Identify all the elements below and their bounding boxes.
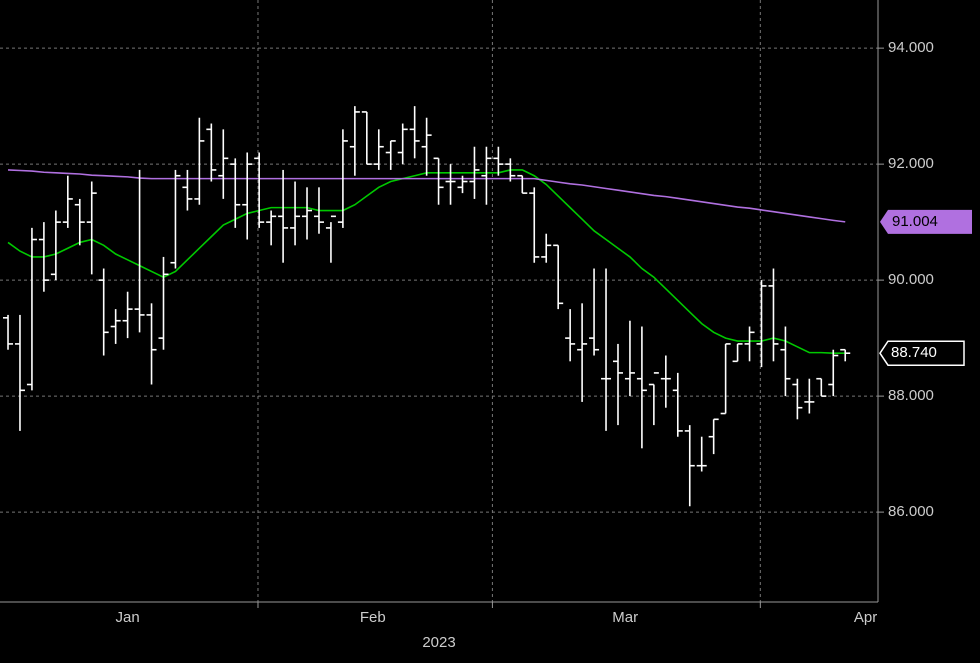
x-tick-label: Apr [854, 609, 877, 626]
last-value-label: 91.004 [892, 213, 938, 230]
last-price-label: 88.740 [891, 344, 937, 361]
x-axis-title: 2023 [422, 634, 455, 651]
y-tick-label: 88.000 [888, 387, 934, 404]
y-tick-label: 94.000 [888, 39, 934, 56]
y-tick-label: 90.000 [888, 271, 934, 288]
x-tick-label: Jan [116, 609, 140, 626]
moving-average-line [7, 169, 846, 223]
last-value-badge [880, 209, 972, 234]
moving-average-line [7, 169, 846, 354]
y-tick-label: 92.000 [888, 155, 934, 172]
y-tick-label: 86.000 [888, 503, 934, 520]
x-tick-label: Feb [360, 609, 386, 626]
x-tick-label: Mar [612, 609, 638, 626]
last-price-badge [879, 340, 965, 366]
